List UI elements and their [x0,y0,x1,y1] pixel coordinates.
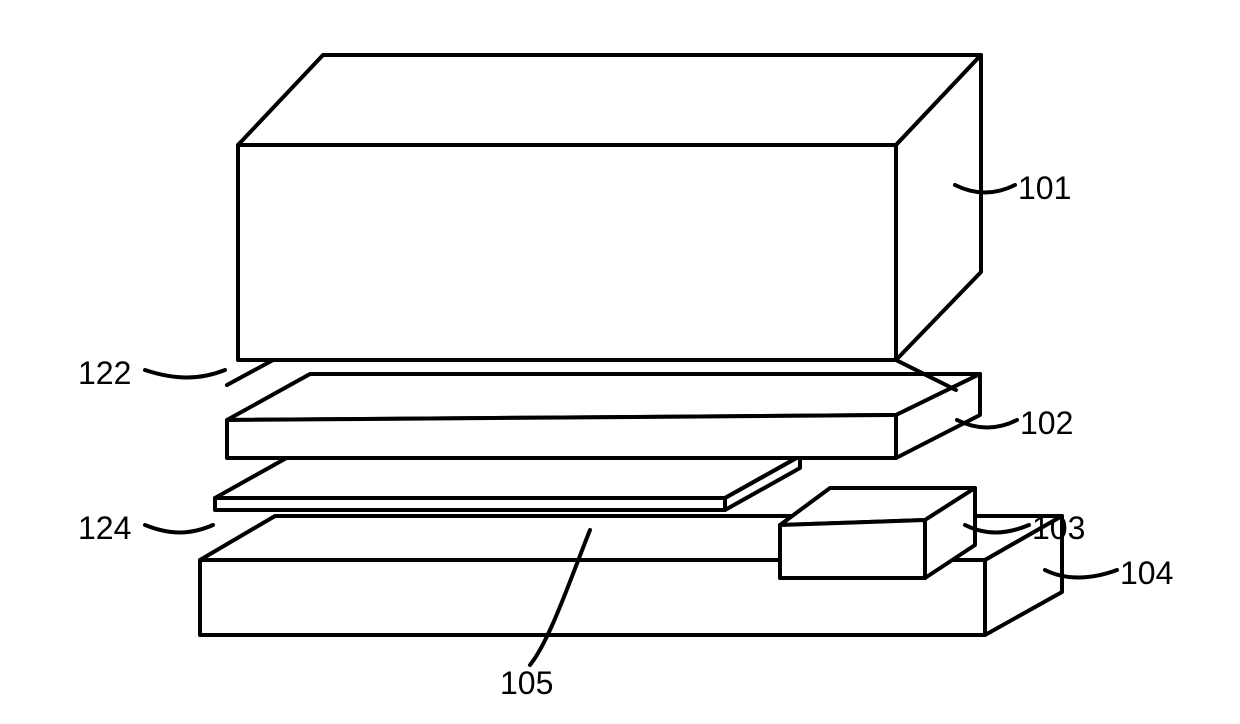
label-102: 102 [1020,405,1073,442]
box-101-top [238,55,981,145]
label-101: 101 [1018,170,1071,207]
layer-103 [780,488,975,578]
layer-101 [238,55,981,360]
box-102-top [227,374,980,420]
label-105: 105 [500,665,553,702]
exploded-view-diagram [0,0,1240,724]
label-104: 104 [1120,555,1173,592]
label-122: 122 [78,355,131,392]
leader-124 [145,525,213,533]
layer-124 [215,456,800,510]
sheet-124-top [215,456,800,498]
box-102-front [227,415,896,458]
label-103: 103 [1032,510,1085,547]
box-101-front [238,145,896,360]
box-103-front [780,520,925,578]
layer-102 [227,374,980,458]
leader-122 [145,370,225,378]
label-124: 124 [78,510,131,547]
